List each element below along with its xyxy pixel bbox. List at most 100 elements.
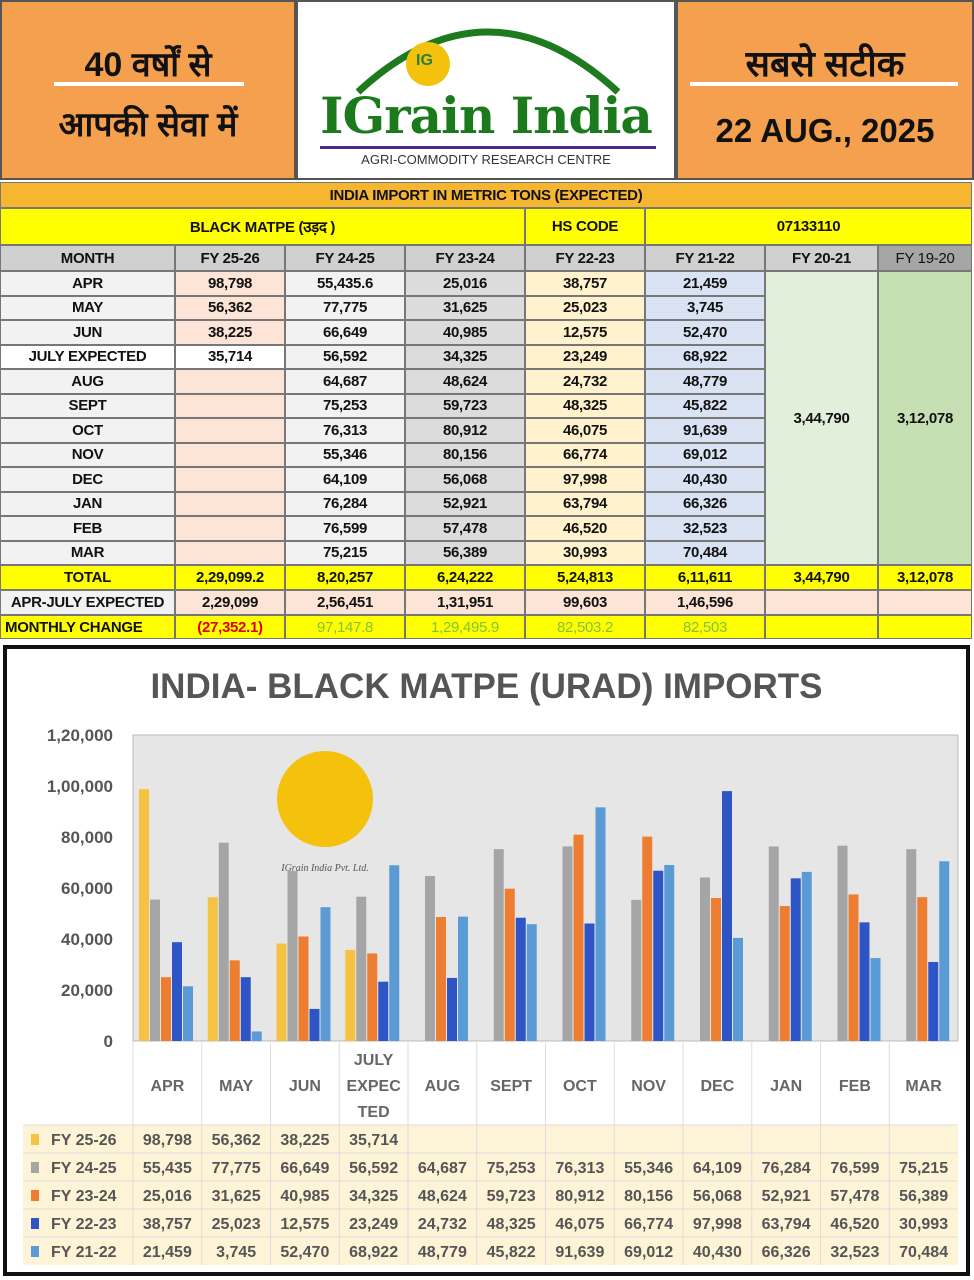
monthly-change-cell: 1,29,495.9	[405, 615, 525, 639]
legend-label: FY 23-24	[51, 1188, 117, 1205]
bar-fy-21-22	[870, 958, 881, 1041]
divider	[690, 82, 958, 86]
chart-svg: 0 20,000 40,000 60,000 80,000 1,00,000 1,20,00…	[23, 726, 959, 1265]
table-cell: 70,484	[645, 540, 765, 565]
bar-fy-23-24	[642, 836, 653, 1041]
month-label: JAN	[0, 491, 175, 516]
table-cell: 66,774	[525, 442, 645, 467]
data-table-value: 34,325	[349, 1188, 398, 1205]
data-table-value: 31,625	[212, 1188, 261, 1205]
table-cell: 55,435.6	[285, 271, 405, 296]
data-table-value: 64,109	[693, 1160, 742, 1177]
column-header: FY 20-21	[765, 245, 878, 271]
total-cell: 8,20,257	[285, 565, 405, 590]
table-cell: 45,822	[645, 393, 765, 418]
bar-fy-24-25	[906, 849, 917, 1041]
x-category-label: MAY	[219, 1078, 253, 1095]
data-table-value: 40,430	[693, 1244, 742, 1261]
table-cell: 69,012	[645, 442, 765, 467]
month-label: MAR	[0, 540, 175, 565]
y-tick-label: 80,000	[61, 828, 113, 847]
bar-fy-25-26	[207, 897, 218, 1041]
x-category-label: AUG	[425, 1078, 461, 1095]
month-label: OCT	[0, 418, 175, 443]
data-table-value: 69,012	[624, 1244, 673, 1261]
table-cell: 80,156	[405, 442, 525, 467]
month-label: NOV	[0, 442, 175, 467]
data-table-value: 35,714	[349, 1132, 398, 1149]
total-cell: 3,44,790	[765, 565, 878, 590]
apr-july-cell	[765, 590, 878, 615]
table-cell: 56,389	[405, 540, 525, 565]
legend-swatch	[31, 1162, 39, 1173]
table-cell: 77,775	[285, 295, 405, 320]
column-header: FY 23-24	[405, 245, 525, 271]
brand-subtitle: AGRI-COMMODITY RESEARCH CENTRE	[361, 152, 611, 167]
data-table-value: 63,794	[762, 1216, 811, 1233]
bar-fy-22-23	[790, 878, 801, 1041]
legend-label: FY 21-22	[51, 1244, 117, 1261]
y-tick-label: 40,000	[61, 930, 113, 949]
table-cell: 25,023	[525, 295, 645, 320]
month-label: JUN	[0, 320, 175, 345]
table-cell	[175, 418, 285, 443]
data-table-value: 80,912	[555, 1188, 604, 1205]
y-tick-label: 20,000	[61, 981, 113, 1000]
apr-july-cell: 1,46,596	[645, 590, 765, 615]
data-table-value: 68,922	[349, 1244, 398, 1261]
report-date: 22 AUG., 2025	[715, 112, 935, 149]
data-table-value: 77,775	[212, 1160, 261, 1177]
bar-fy-22-23	[722, 791, 732, 1041]
data-table-value: 52,470	[280, 1244, 329, 1261]
fy2021-annual-total: 3,44,790	[765, 271, 878, 565]
bar-fy-24-25	[837, 845, 848, 1041]
table-cell	[175, 467, 285, 492]
bar-fy-23-24	[367, 953, 378, 1041]
data-table-value: 56,068	[693, 1188, 742, 1205]
x-category-label: DEC	[700, 1078, 734, 1095]
monthly-change-cell	[878, 615, 972, 639]
table-cell: 32,523	[645, 516, 765, 541]
watermark-text: IGrain India Pvt. Ltd.	[280, 863, 369, 874]
x-category-label: OCT	[563, 1078, 597, 1095]
table-title: INDIA IMPORT IN METRIC TONS (EXPECTED)	[0, 182, 972, 208]
table-cell: 38,225	[175, 320, 285, 345]
bar-fy-24-25	[150, 899, 160, 1041]
bar-fy-25-26	[276, 943, 287, 1041]
bar-fy-22-23	[378, 981, 389, 1041]
bar-fy-23-24	[848, 894, 859, 1041]
data-table-value: 25,023	[212, 1216, 261, 1233]
bar-fy-24-25	[425, 876, 435, 1041]
bar-fy-23-24	[504, 888, 515, 1041]
y-tick-label: 60,000	[61, 879, 113, 898]
data-table-value: 40,985	[280, 1188, 329, 1205]
column-header: MONTH	[0, 245, 175, 271]
logo-mark: IG	[416, 52, 433, 69]
data-table-value: 25,016	[143, 1188, 192, 1205]
bar-fy-24-25	[287, 871, 298, 1041]
bar-fy-25-26	[345, 949, 356, 1041]
month-label: JULY EXPECTED	[0, 344, 175, 369]
column-header: FY 22-23	[525, 245, 645, 271]
bar-fy-22-23	[172, 942, 182, 1041]
table-cell: 68,922	[645, 344, 765, 369]
monthly-change-cell	[765, 615, 878, 639]
table-cell	[175, 516, 285, 541]
data-table-value: 55,435	[143, 1160, 192, 1177]
legend-label: FY 22-23	[51, 1216, 117, 1233]
bar-fy-23-24	[229, 960, 240, 1041]
data-table-value: 59,723	[487, 1188, 536, 1205]
data-table-value: 80,156	[624, 1188, 673, 1205]
table-cell: 38,757	[525, 271, 645, 296]
x-category-label: FEB	[839, 1078, 871, 1095]
data-table-value: 64,687	[418, 1160, 467, 1177]
table-cell: 3,745	[645, 295, 765, 320]
bar-fy-21-22	[389, 865, 400, 1041]
table-cell: 57,478	[405, 516, 525, 541]
data-table-value: 57,478	[830, 1188, 879, 1205]
total-cell: 6,11,611	[645, 565, 765, 590]
data-table-value: 32,523	[830, 1244, 879, 1261]
imports-chart: INDIA- BLACK MATPE (URAD) IMPORTS 0 20,00…	[3, 645, 970, 1276]
data-table-value: 46,520	[830, 1216, 879, 1233]
table-cell: 12,575	[525, 320, 645, 345]
